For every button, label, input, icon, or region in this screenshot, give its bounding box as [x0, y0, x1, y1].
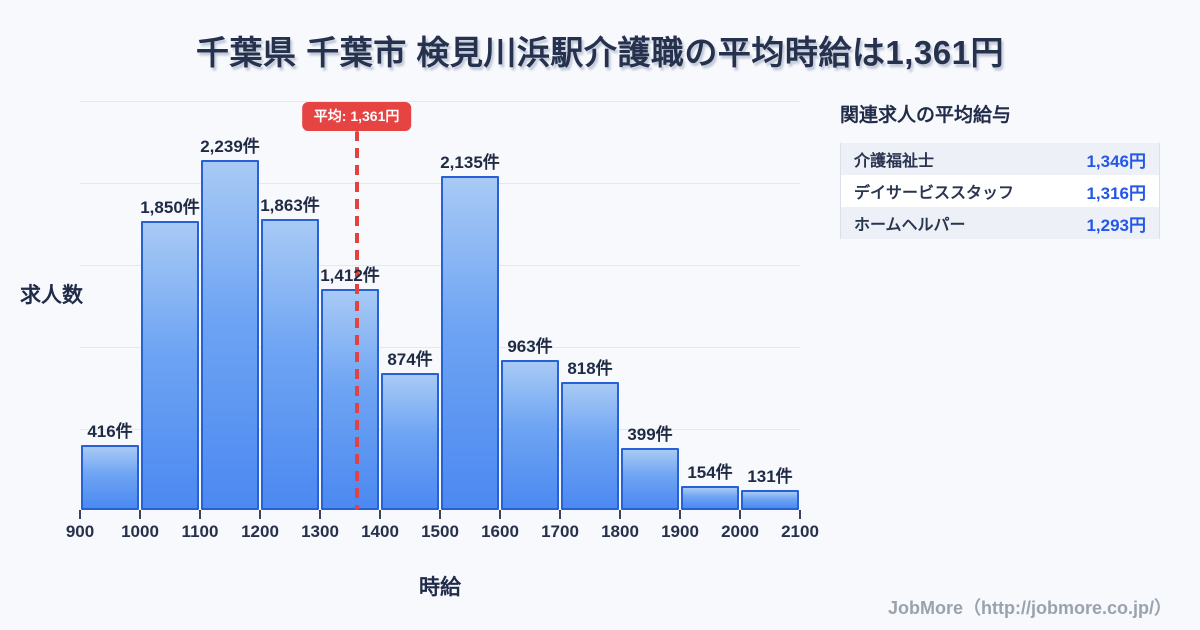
histogram-bar — [441, 176, 499, 510]
bar-value-label: 1,863件 — [260, 196, 320, 215]
bar-value-label: 2,239件 — [200, 137, 260, 156]
related-job-label: 介護福祉士 — [854, 153, 935, 170]
average-badge: 平均: 1,361円 — [301, 102, 412, 131]
histogram-bar — [621, 448, 679, 510]
x-tick-label: 1100 — [181, 522, 219, 541]
x-tick-label: 1600 — [481, 522, 519, 541]
x-axis-label: 時給 — [419, 576, 461, 599]
related-job-label: デイサービススタッフ — [854, 185, 1015, 202]
x-axis-tick — [139, 510, 141, 519]
histogram-bar — [381, 373, 439, 510]
x-axis-tick — [679, 510, 681, 519]
histogram-bar — [81, 445, 139, 510]
x-tick-label: 1300 — [301, 522, 339, 541]
bar-value-label: 1,412件 — [320, 266, 380, 285]
x-tick-label: 1800 — [601, 522, 639, 541]
x-axis-tick — [799, 510, 801, 519]
x-axis-tick — [319, 510, 321, 519]
bar-value-label: 416件 — [87, 422, 133, 441]
histogram-bar — [141, 221, 199, 510]
related-jobs-table: 介護福祉士 1,346円デイサービススタッフ 1,316円ホームヘルパー 1,293円 — [840, 143, 1160, 239]
histogram-bar — [321, 289, 379, 510]
x-axis-tick — [499, 510, 501, 519]
related-job-wage: 1,293円 — [1086, 215, 1146, 235]
x-tick-label: 1700 — [541, 522, 579, 541]
x-tick-label: 2100 — [781, 522, 819, 541]
related-job-row: ホームヘルパー 1,293円 — [841, 207, 1159, 239]
x-axis-tick — [559, 510, 561, 519]
x-tick-label: 2000 — [721, 522, 759, 541]
related-job-wage: 1,316円 — [1086, 183, 1146, 203]
side-panel-header: 関連求人の平均給与 — [840, 105, 1012, 126]
x-axis-tick — [439, 510, 441, 519]
page-title: 千葉県 千葉市 検見川浜駅介護職の平均時給は1,361円 — [196, 34, 1004, 71]
gridline — [80, 101, 800, 102]
bar-value-label: 1,850件 — [140, 198, 200, 217]
gridline — [80, 265, 800, 266]
average-line — [354, 131, 359, 510]
x-tick-label: 900 — [65, 522, 95, 541]
x-axis-tick — [79, 510, 81, 519]
related-job-row: デイサービススタッフ 1,316円 — [841, 175, 1159, 207]
footer-credit: JobMore（http://jobmore.co.jp/） — [888, 598, 1172, 618]
bar-value-label: 874件 — [387, 350, 433, 369]
histogram-bar — [501, 360, 559, 510]
x-tick-label: 1500 — [421, 522, 459, 541]
gridline — [80, 183, 800, 184]
gridline — [80, 347, 800, 348]
x-tick-label: 1900 — [661, 522, 699, 541]
bar-value-label: 399件 — [627, 425, 673, 444]
x-tick-label: 1000 — [121, 522, 159, 541]
x-axis-tick — [199, 510, 201, 519]
x-tick-label: 1400 — [361, 522, 399, 541]
x-tick-label: 1200 — [241, 522, 279, 541]
bar-value-label: 963件 — [507, 337, 553, 356]
bar-value-label: 131件 — [747, 467, 793, 486]
histogram-plot: 平均: 1,361円 416件 1,850件 2,239件 1,863件 1,412件 8… — [66, 101, 819, 541]
gridline — [80, 429, 800, 430]
histogram-bar — [561, 382, 619, 510]
y-axis-label: 求人数 — [20, 284, 83, 307]
histogram-bar — [741, 490, 799, 510]
x-axis-tick — [739, 510, 741, 519]
bar-value-label: 154件 — [687, 463, 733, 482]
histogram-bar — [201, 160, 259, 510]
histogram-bar — [261, 219, 319, 510]
related-job-wage: 1,346円 — [1086, 151, 1146, 171]
related-job-row: 介護福祉士 1,346円 — [841, 143, 1159, 175]
x-axis-tick — [259, 510, 261, 519]
bar-value-label: 2,135件 — [440, 153, 500, 172]
x-axis-tick — [619, 510, 621, 519]
x-axis-tick — [379, 510, 381, 519]
bar-value-label: 818件 — [567, 359, 613, 378]
histogram-bar — [681, 486, 739, 510]
related-job-label: ホームヘルパー — [854, 217, 966, 234]
